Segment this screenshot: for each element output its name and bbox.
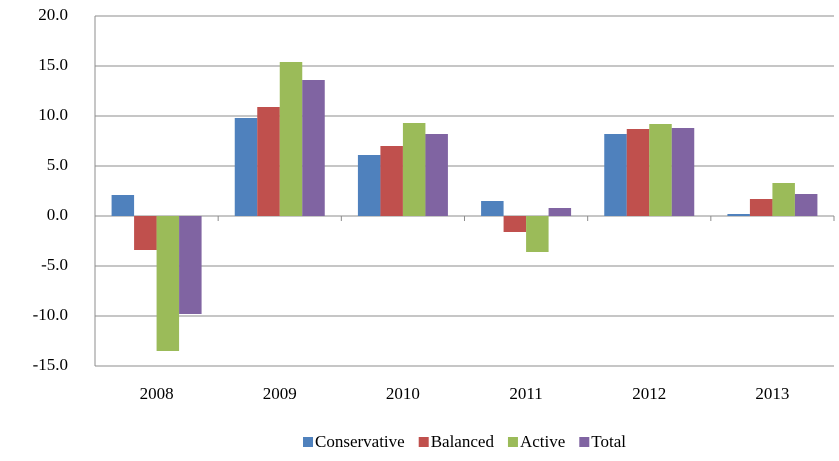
bar [402, 123, 426, 216]
legend-label: Conservative [315, 432, 405, 451]
y-tick-label: 5.0 [47, 155, 68, 174]
bar [481, 201, 504, 216]
x-tick-label: 2011 [509, 384, 542, 403]
bar [380, 146, 403, 216]
bar [279, 62, 303, 216]
y-tick-label: -10.0 [33, 305, 68, 324]
x-tick-label: 2013 [755, 384, 789, 403]
legend-swatch [579, 437, 590, 447]
legend-swatch [303, 437, 314, 447]
bar [357, 155, 381, 216]
bar [134, 216, 157, 250]
bar [425, 134, 448, 216]
x-tick-label: 2010 [386, 384, 420, 403]
y-tick-label: -5.0 [41, 255, 68, 274]
bar [772, 183, 795, 216]
bar [302, 80, 325, 216]
bar [179, 216, 202, 314]
legend-label: Balanced [431, 432, 495, 451]
bar [727, 214, 750, 216]
x-tick-label: 2009 [263, 384, 297, 403]
bar [604, 134, 627, 216]
bar [671, 128, 695, 216]
bar [156, 216, 180, 351]
legend-label: Active [520, 432, 565, 451]
y-tick-label: -15.0 [33, 355, 68, 374]
bar [794, 194, 818, 216]
bar [234, 118, 258, 216]
bar [257, 107, 280, 216]
y-tick-label: 0.0 [47, 205, 68, 224]
bar [111, 195, 135, 216]
y-tick-label: 20.0 [38, 5, 68, 24]
legend-swatch [418, 437, 429, 447]
x-tick-label: 2008 [140, 384, 174, 403]
bar [548, 208, 572, 216]
y-tick-label: 10.0 [38, 105, 68, 124]
bar [626, 129, 650, 216]
x-tick-label: 2012 [632, 384, 666, 403]
y-tick-label: 15.0 [38, 55, 68, 74]
bar [526, 216, 549, 252]
bar [503, 216, 527, 232]
legend-label: Total [591, 432, 626, 451]
bar [749, 199, 773, 216]
legend-swatch [507, 437, 518, 447]
bar [649, 124, 672, 216]
